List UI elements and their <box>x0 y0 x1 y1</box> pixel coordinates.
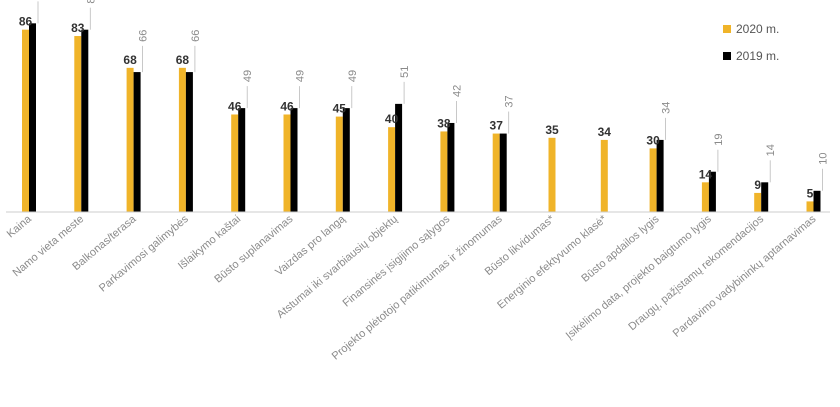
value-label-2020-0: 86 <box>19 15 33 29</box>
value-label-2020-1: 83 <box>71 21 85 35</box>
value-label-2020-15: 5 <box>807 186 814 200</box>
bar-2019-15 <box>813 190 821 212</box>
value-label-2020-2: 68 <box>123 53 137 67</box>
category-label-8: Finansinės įsigijimo sąlygos <box>341 213 453 310</box>
bar-2019-1 <box>81 29 89 213</box>
value-label-2019-4: 49 <box>242 70 254 82</box>
bars-layer <box>22 23 821 213</box>
value-label-2020-5: 46 <box>280 99 294 113</box>
bar-2019-3 <box>185 72 193 212</box>
value-label-2020-14: 9 <box>754 178 761 192</box>
value-label-2020-3: 68 <box>176 53 190 67</box>
bar-2020-7 <box>388 127 396 212</box>
bar-2019-13 <box>708 171 716 212</box>
value-label-2019-1: 86 <box>85 0 97 4</box>
bar-2020-14 <box>754 192 762 212</box>
bar-2020-9 <box>492 133 500 212</box>
legend-label-2019: 2019 m. <box>736 49 779 63</box>
value-label-2019-7: 51 <box>399 66 411 78</box>
bar-2020-3 <box>178 67 186 212</box>
bar-2020-8 <box>440 131 448 212</box>
legend-swatch-2019 <box>723 52 731 60</box>
bar-2020-12 <box>649 148 657 212</box>
legend-label-2020: 2020 m. <box>736 22 779 36</box>
bar-2020-11 <box>600 139 608 212</box>
value-label-2020-6: 45 <box>333 102 347 116</box>
bar-2020-6 <box>335 116 343 212</box>
bar-2020-4 <box>231 114 239 212</box>
bar-2019-6 <box>342 108 350 212</box>
bar-2019-5 <box>290 108 298 212</box>
value-label-2019-2: 66 <box>138 30 150 42</box>
value-label-2019-15: 10 <box>818 153 830 165</box>
value-label-2019-6: 49 <box>347 70 359 82</box>
bar-2019-14 <box>761 182 769 212</box>
category-label-3: Parkavimosi galimybės <box>97 213 191 295</box>
legend: 2020 m. 2019 m. <box>723 22 779 63</box>
bar-2020-13 <box>701 182 709 212</box>
value-label-2019-9: 37 <box>504 95 516 107</box>
bar-2020-5 <box>283 114 291 212</box>
bar-2020-10 <box>548 137 556 212</box>
value-label-2019-8: 42 <box>451 85 463 97</box>
category-label-11: Energinio efektyvumo klasė* <box>495 213 610 312</box>
bar-2020-0 <box>22 29 29 213</box>
bar-2020-1 <box>74 36 82 212</box>
bar-2019-12 <box>656 139 664 212</box>
value-label-2020-7: 40 <box>385 112 399 126</box>
bar-2019-8 <box>447 122 455 212</box>
bar-2020-15 <box>806 201 814 212</box>
bar-2019-9 <box>499 133 507 212</box>
value-label-2019-12: 34 <box>661 102 673 114</box>
value-label-2019-14: 14 <box>765 144 777 156</box>
value-label-2019-3: 66 <box>190 30 202 42</box>
value-label-2019-13: 19 <box>713 133 725 145</box>
value-label-2020-13: 14 <box>699 167 713 181</box>
value-label-2020-12: 30 <box>646 133 660 147</box>
category-label-0: Kaina <box>5 213 35 241</box>
bar-2019-7 <box>395 103 403 212</box>
value-label-2020-11: 34 <box>598 125 612 139</box>
value-label-2019-5: 49 <box>295 70 307 82</box>
bar-2019-0 <box>29 23 36 212</box>
bar-2019-4 <box>238 108 246 212</box>
bar-2019-2 <box>133 72 141 212</box>
value-label-2020-9: 37 <box>490 119 504 133</box>
value-label-2020-4: 46 <box>228 99 242 113</box>
value-label-2020-8: 38 <box>437 116 451 130</box>
bar-2020-2 <box>126 67 134 212</box>
value-labels-layer: 8689838668666866464946494549405138423737… <box>19 0 830 200</box>
value-label-2020-10: 35 <box>545 123 559 137</box>
legend-swatch-2020 <box>723 25 731 33</box>
